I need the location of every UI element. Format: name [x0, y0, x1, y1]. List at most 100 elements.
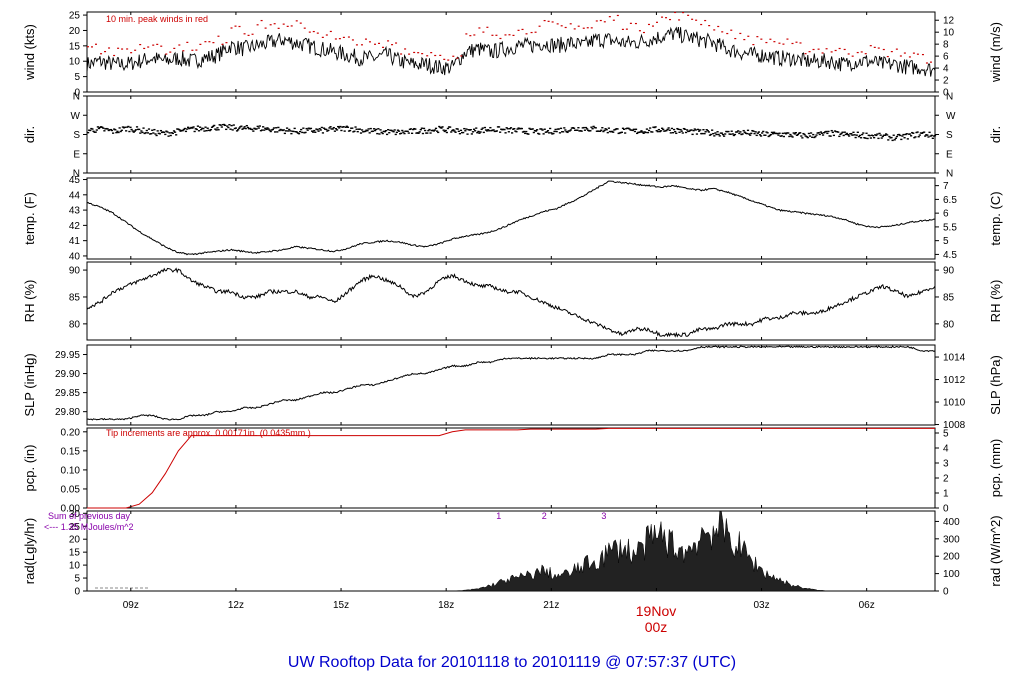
wind-peak [808, 51, 811, 53]
wind-peak [582, 27, 585, 29]
dir-point [787, 132, 790, 134]
dir-point [707, 131, 710, 133]
dir-point [158, 133, 161, 135]
rad-ytick-label: 15 [69, 548, 81, 559]
dir-point [563, 127, 566, 129]
dir-point [477, 130, 480, 133]
rad-marker: 3 [601, 511, 606, 521]
dir-point [923, 131, 926, 133]
dir-point [187, 126, 190, 129]
rad-ytick-label: 10 [69, 561, 81, 572]
dir-point [755, 134, 758, 137]
dir-point [484, 129, 488, 131]
wind-peak [895, 48, 898, 50]
dir-point [549, 127, 552, 130]
wind-peak [408, 53, 411, 55]
dir-point [482, 131, 485, 134]
wind-peak [260, 19, 263, 22]
x-tick-label: 18z [438, 600, 454, 611]
dir-point [926, 134, 929, 136]
dir-point [479, 131, 482, 133]
dir-point [742, 129, 745, 132]
wind-peak [368, 41, 371, 43]
dir-y2label: dir. [988, 126, 1003, 143]
dir-point [322, 127, 326, 129]
dir-point [557, 128, 560, 130]
dir-point [167, 135, 170, 137]
dir-point [244, 127, 247, 130]
wind-peak [134, 49, 137, 51]
wind-peak [478, 27, 481, 29]
dir-point [412, 128, 415, 131]
dir-point [371, 130, 375, 132]
dir-point [525, 130, 528, 133]
dir-point [902, 133, 905, 136]
dir-point [515, 131, 518, 133]
dir-point [197, 130, 201, 132]
wind-y2label: wind (m/s) [988, 22, 1003, 83]
dir-point [590, 126, 593, 128]
rad-ytick-label: 5 [74, 574, 80, 585]
dir-point [851, 134, 854, 136]
dir-point [545, 131, 548, 133]
wind-peak [100, 53, 103, 55]
wind-peak [929, 61, 932, 63]
rad-y2label: rad (W/m^2) [988, 515, 1003, 586]
dir-point [668, 129, 671, 131]
wind-peak [316, 32, 319, 34]
dir-point [552, 132, 555, 135]
dir-point [807, 132, 810, 135]
wind-peak [178, 44, 181, 46]
dir-point [438, 125, 441, 128]
rad-ytick-label: 25 [69, 522, 81, 533]
dir-point [265, 128, 268, 131]
dir-point [848, 135, 851, 137]
dir-point [780, 135, 783, 137]
wind-peak [590, 27, 593, 29]
dir-point [568, 130, 571, 132]
dir-point [453, 130, 456, 132]
dir-point [394, 133, 397, 136]
wind-peak [560, 25, 563, 27]
dir-point [152, 132, 155, 134]
dir-point [255, 128, 258, 130]
slp-y2tick-label: 1012 [943, 375, 966, 386]
dir-point [612, 131, 615, 133]
dir-point [94, 131, 97, 133]
wind-peak [886, 55, 889, 58]
wind-peak [795, 41, 798, 43]
dir-point [672, 128, 676, 131]
wind-peak [460, 55, 463, 57]
dir-point [632, 128, 635, 131]
dir-point [750, 132, 753, 135]
dir-point [631, 129, 634, 132]
wind-ytick-label: 0 [74, 88, 80, 99]
dir-point [825, 130, 828, 133]
temp-y2tick-label: 5.5 [943, 222, 957, 233]
dir-point [647, 129, 651, 132]
dir-point [209, 128, 213, 131]
temp-y2tick-label: 6 [943, 209, 949, 220]
rh-ytick-label: 90 [69, 266, 81, 277]
wind-peak [456, 57, 459, 59]
dir-point [773, 131, 776, 134]
dir-point [713, 135, 716, 137]
x-tick-label: 06z [859, 600, 875, 611]
dir-point [475, 127, 478, 129]
dir-point [156, 130, 159, 132]
dir-point [213, 124, 216, 127]
wind-peak [573, 28, 576, 30]
dir-point [321, 132, 325, 134]
dir-point [406, 130, 409, 133]
dir-point [762, 130, 765, 133]
dir-point [817, 132, 820, 134]
dir-point [622, 128, 626, 130]
dir-point [251, 128, 254, 131]
wind-peak [329, 30, 332, 33]
wind-ytick-label: 5 [74, 72, 80, 83]
panel-slp: SLP (inHg) SLP (hPa) 29.80 29.85 29.90 29.95 1… [22, 344, 1003, 431]
dir-point [845, 132, 849, 135]
dir-point [470, 133, 473, 135]
dir-point [671, 131, 675, 134]
dir-point [326, 130, 329, 132]
